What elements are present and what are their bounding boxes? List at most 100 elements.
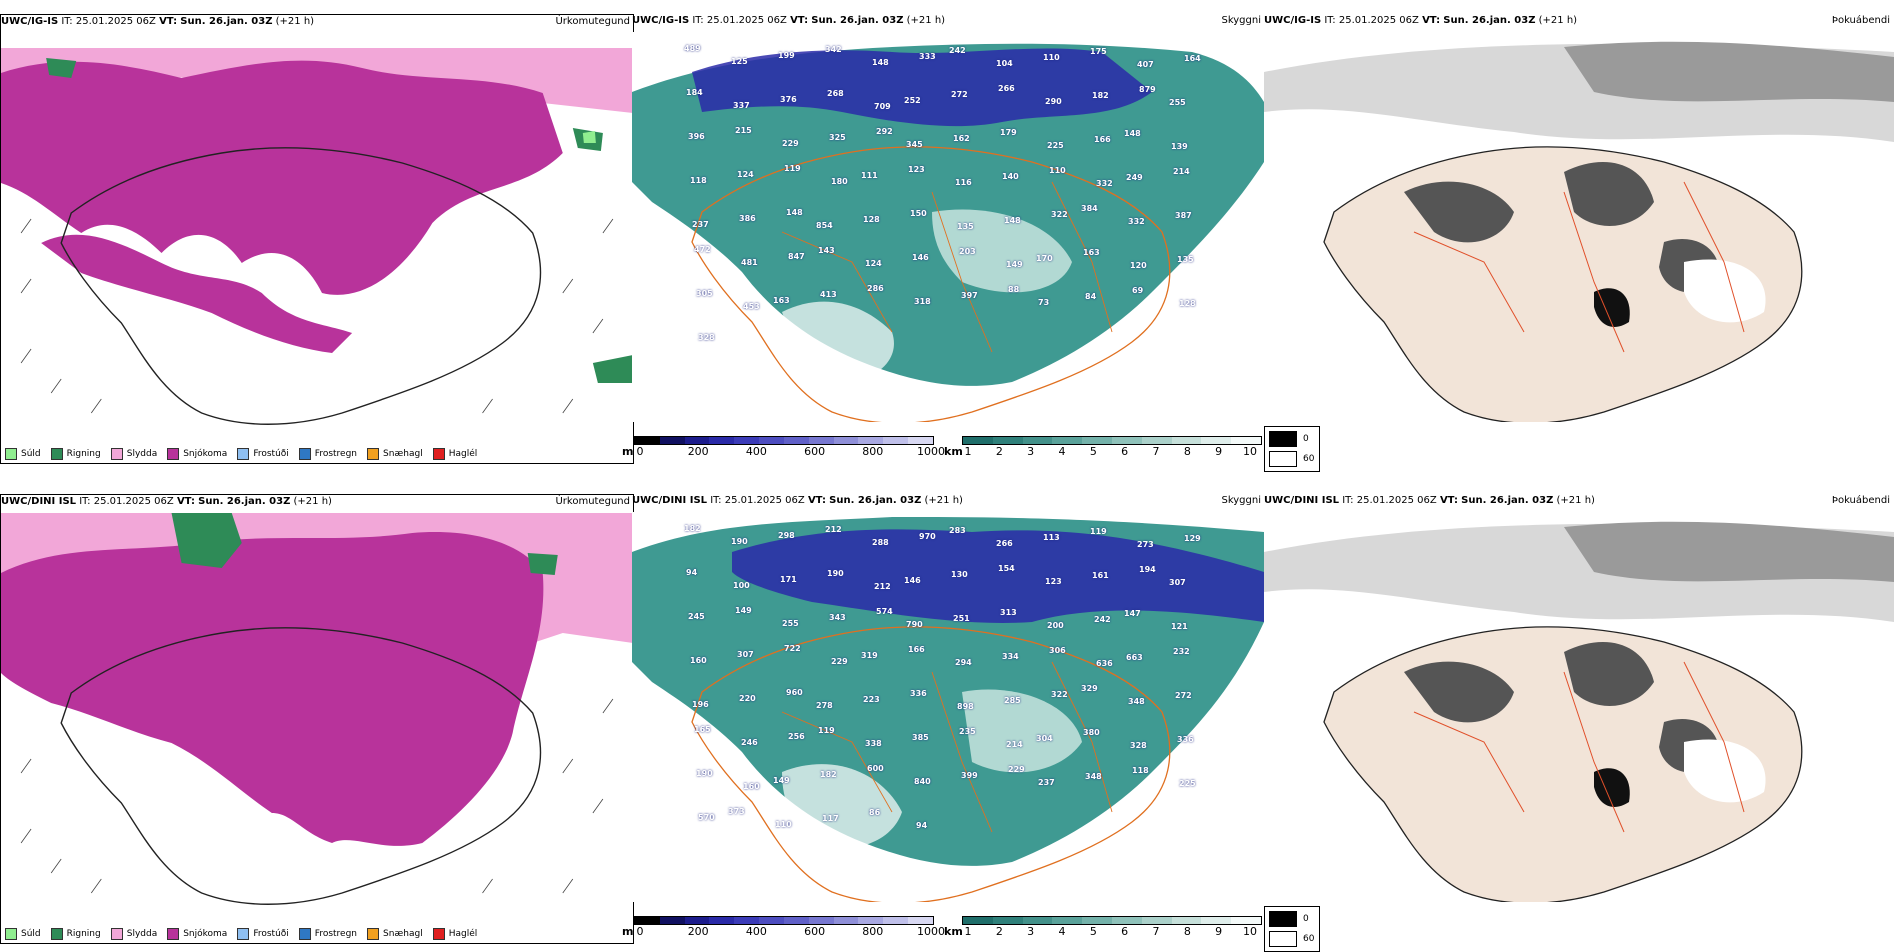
cloud-base-label: 325 (829, 133, 846, 142)
it-label: IT: (692, 15, 704, 26)
lead-time: (+21 h) (1556, 495, 1595, 506)
cloud-base-label: 73 (1038, 298, 1050, 307)
cloud-base-label: 124 (865, 259, 882, 268)
cloud-base-label: 164 (1184, 54, 1201, 63)
cloud-base-label: 255 (782, 619, 799, 628)
cloud-base-label: 94 (916, 821, 928, 830)
colorbar-segment (808, 917, 834, 924)
colorbar-tick-label: 5 (1089, 445, 1097, 458)
cloud-base-label: 140 (1002, 172, 1019, 181)
cloud-base-label: 407 (1137, 60, 1154, 69)
panel-header: UWC/DINI ISL IT: 25.01.2025 06Z VT: Sun.… (632, 494, 1264, 508)
colorbar-tick-label: 2 (995, 445, 1003, 458)
model-name: UWC/DINI ISL (1, 496, 77, 507)
cloud-base-label: 387 (1175, 211, 1192, 220)
colorbar-tick-label: 4 (1058, 445, 1066, 458)
cloud-base-label: 272 (951, 90, 968, 99)
cloud-base-label: 489 (684, 44, 701, 53)
precip-map[interactable] (1, 513, 633, 923)
legend-item-snjokoma: Snjókoma (167, 928, 227, 940)
cloud-base-label: 139 (1171, 142, 1188, 151)
panel-title: Úrkomutegund (555, 16, 630, 27)
colorbar-segment (659, 917, 685, 924)
colorbar-segment (734, 917, 760, 924)
cloud-base-label: 242 (1094, 615, 1111, 624)
legend-label: Snæhagl (383, 929, 423, 939)
legend-label: Frostregn (314, 929, 358, 939)
colorbar-strip (962, 436, 1262, 445)
legend-item-snaehagl: Snæhagl (367, 448, 423, 460)
legend-item-slydda: Slydda (110, 928, 157, 940)
cloud-base-label: 879 (1139, 85, 1156, 94)
cloud-base-label: 146 (904, 576, 921, 585)
colorbar-segment (709, 917, 735, 924)
cloud-base-label: 212 (874, 582, 891, 591)
legend-item-snaehagl: Snæhagl (367, 928, 423, 940)
panel-header: UWC/DINI ISL IT: 25.01.2025 06Z VT: Sun.… (1264, 494, 1900, 508)
cloud-base-label: 129 (1184, 534, 1201, 543)
fog-key: 0 60 (1264, 906, 1320, 952)
cloud-base-label: 148 (872, 58, 889, 67)
cloud-base-label: 348 (1128, 697, 1145, 706)
cloud-map[interactable]: 489 125 199 342 148 333 242 104 110 175 407 164 184 3… (632, 32, 1264, 422)
cloud-base-label: 184 (686, 88, 703, 97)
panel-title: Úrkomutegund (555, 496, 630, 507)
cloud-base-label: 175 (1090, 47, 1107, 56)
cloud-base-label: 285 (1004, 696, 1021, 705)
fog-map[interactable] (1264, 512, 1894, 902)
cloud-base-label: 130 (951, 570, 968, 579)
colorbar-segment (1201, 437, 1232, 444)
precip-map[interactable] (1, 33, 633, 443)
cloud-base-label: 163 (1083, 248, 1100, 257)
colorbar-tick-label: 10 (1243, 445, 1257, 458)
cloud-base-label: 229 (1008, 765, 1025, 774)
colorbar-segment (684, 437, 710, 444)
model-name: UWC/DINI ISL (632, 495, 708, 506)
colorbar-m: 0 200 400 600 800 1000 m (622, 436, 945, 458)
colorbar-segment (1082, 917, 1112, 924)
cloud-base-label: 161 (1092, 571, 1109, 580)
cloud-base-label: 215 (735, 126, 752, 135)
legend-label: Snjókoma (183, 449, 228, 459)
fog-map[interactable] (1264, 32, 1894, 422)
colorbar-segment (963, 917, 993, 924)
legend-swatch (298, 448, 311, 460)
cloud-base-label: 847 (788, 252, 805, 261)
cloud-base-label: 113 (1043, 533, 1060, 542)
cloud-base-label: 373 (728, 807, 745, 816)
cloud-base-label: 481 (741, 258, 758, 267)
fog-key-swatch (1269, 451, 1297, 467)
legend-swatch (367, 928, 380, 940)
cloud-base-label: 376 (780, 95, 797, 104)
legend-label: Frostregn (314, 449, 358, 459)
colorbar-tick-label: 1000 (917, 925, 945, 938)
panel-header: UWC/IG-IS IT: 25.01.2025 06Z VT: Sun. 26… (1, 15, 633, 29)
legend-item-haglel: Haglél (432, 448, 477, 460)
colorbar-segment (659, 437, 685, 444)
colorbar-segment (908, 437, 933, 444)
legend-item-snjokoma: Snjókoma (167, 448, 227, 460)
panel-title: Skyggni (1221, 495, 1261, 506)
cloud-base-label: 273 (1137, 540, 1154, 549)
cloud-base-label: 149 (1006, 260, 1023, 269)
lead-time: (+21 h) (293, 496, 332, 507)
colorbar-segment (1231, 437, 1261, 444)
cloud-base-label: 336 (910, 689, 927, 698)
it-label: IT: (1342, 495, 1354, 506)
cloud-base-label: 709 (874, 102, 891, 111)
cloud-base-label: 166 (908, 645, 925, 654)
colorbar-segment (1171, 917, 1202, 924)
panel-title: Skyggni (1221, 15, 1261, 26)
colorbar-tick-label: 0 (636, 445, 644, 458)
colorbar-tick-label: 600 (804, 925, 826, 938)
cloud-base-label: 343 (829, 613, 846, 622)
colorbar-tick-label: 1000 (917, 445, 945, 458)
cloud-map[interactable]: 182 190 298 212 288 970 283 266 113 119 273 129 94 10… (632, 512, 1264, 902)
cloud-base-label: 119 (818, 726, 835, 735)
colorbar-segment (1141, 437, 1172, 444)
colorbar-segment (684, 917, 710, 924)
cloud-base-label: 268 (827, 89, 844, 98)
cloud-base-label: 286 (867, 284, 884, 293)
cloud-base-label: 165 (694, 725, 711, 734)
cloud-base-label: 100 (733, 581, 750, 590)
